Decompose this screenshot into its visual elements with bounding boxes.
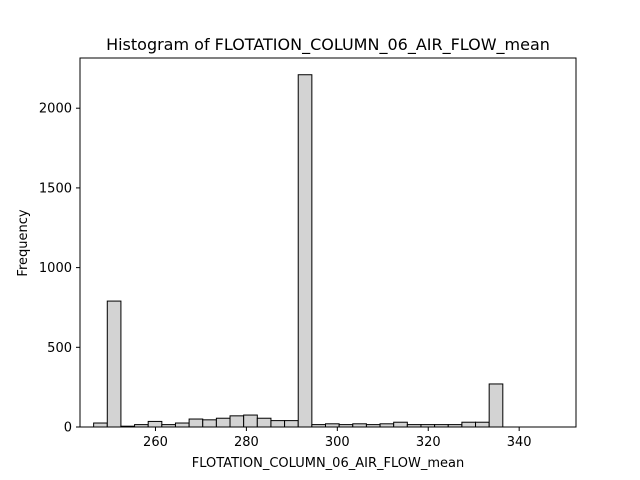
histogram-bar [393, 421, 408, 428]
histogram-bar [284, 420, 299, 428]
y-axis-ticks: 0 500 1000 1500 2000 [39, 102, 80, 436]
histogram-bar [256, 417, 272, 428]
chart-title: Histogram of FLOTATION_COLUMN_06_AIR_FLO… [106, 35, 550, 55]
histogram-bar [93, 422, 108, 428]
x-tick-label: 340 [507, 435, 532, 450]
histogram-bar [297, 74, 313, 428]
x-tick-label: 300 [325, 435, 350, 450]
x-tick-label: 260 [143, 435, 168, 450]
histogram-bar [202, 419, 217, 428]
histogram-bar [147, 420, 163, 428]
y-axis-label: Frequency [16, 209, 31, 276]
histogram-bar [243, 414, 258, 428]
y-tick-label: 1500 [39, 181, 72, 196]
histogram-bar [229, 415, 245, 428]
x-tick-label: 320 [416, 435, 441, 450]
histogram-bar [215, 417, 231, 428]
y-tick-label: 1000 [39, 261, 72, 276]
y-tick-label: 2000 [39, 102, 72, 117]
x-axis-label: FLOTATION_COLUMN_06_AIR_FLOW_mean [192, 456, 464, 471]
y-tick-label: 0 [64, 421, 72, 436]
histogram-bar [488, 383, 504, 428]
y-tick-label: 500 [47, 341, 72, 356]
histogram-bar [270, 420, 286, 428]
histogram-bar [106, 300, 122, 428]
histogram-bar [475, 421, 490, 428]
histogram-bar [461, 421, 477, 428]
x-tick-label: 280 [234, 435, 259, 450]
plot-area-frame [79, 57, 577, 428]
x-axis-ticks: 260 280 300 320 340 [143, 427, 532, 450]
histogram-bar [174, 422, 190, 428]
histogram-bar [188, 418, 204, 428]
